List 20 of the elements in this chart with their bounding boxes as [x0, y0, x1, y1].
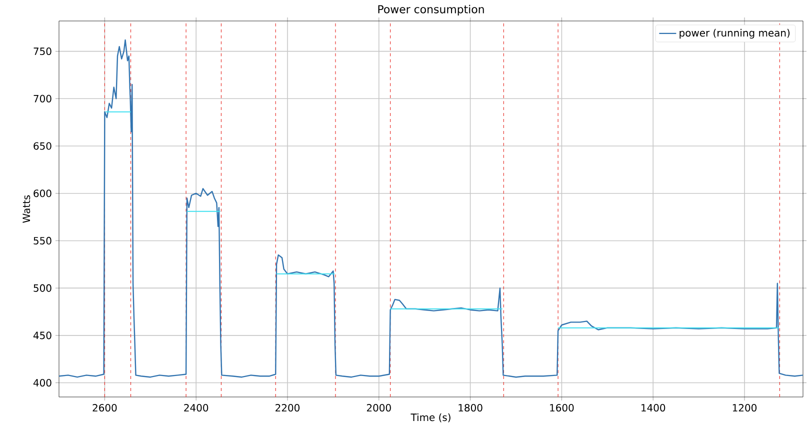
x-tick-label: 1600	[550, 404, 574, 412]
y-tick-label: 600	[34, 190, 52, 198]
x-tick-label: 1400	[642, 404, 666, 412]
y-axis-title: Watts	[22, 195, 30, 223]
legend-label: power (running mean)	[680, 28, 790, 39]
y-tick-label: 550	[34, 236, 52, 244]
x-tick-label: 2000	[366, 404, 391, 412]
chart-title: Power consumption	[378, 4, 484, 16]
y-tick-label: 400	[33, 379, 52, 387]
x-tick-label: 1200	[732, 404, 757, 412]
y-tick-label: 500	[34, 284, 52, 292]
x-tick-label: 2600	[92, 404, 117, 412]
y-tick-label: 750	[34, 48, 52, 56]
y-tick-label: 700	[34, 94, 52, 102]
y-tick-label: 450	[33, 332, 52, 340]
x-axis-title: Time (s)	[410, 413, 450, 422]
x-tick-label: 2200	[276, 404, 300, 412]
y-tick-label: 650	[34, 142, 52, 150]
x-tick-label: 1800	[458, 404, 482, 412]
x-tick-label: 2400	[184, 404, 208, 412]
